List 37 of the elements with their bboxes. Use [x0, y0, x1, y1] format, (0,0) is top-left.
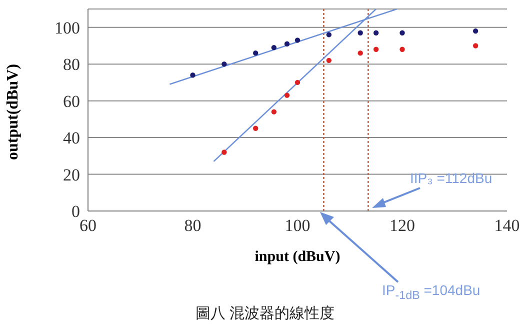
point	[358, 30, 363, 36]
y-axis-title: output(dBuV)	[4, 64, 22, 160]
y-tick-label: 40	[63, 128, 80, 148]
y-tick-label: 100	[54, 18, 80, 38]
x-tick-label: 120	[390, 216, 415, 236]
x-tick-label: 140	[494, 216, 520, 236]
point	[294, 38, 300, 43]
text: 圖八 混波器的線性度	[194, 304, 336, 323]
point	[271, 109, 277, 114]
point	[472, 28, 478, 34]
y-tick-label: 80	[63, 55, 80, 74]
x-tick-label: 100	[284, 216, 310, 236]
point	[400, 30, 405, 36]
point	[222, 61, 227, 67]
point	[358, 50, 363, 56]
point	[326, 32, 332, 38]
y-tick-label: 60	[63, 92, 80, 111]
point	[294, 80, 300, 86]
point	[284, 41, 290, 46]
point	[472, 43, 478, 48]
text: IP$_{-1dB}$ =104dBu	[382, 282, 480, 302]
point	[373, 30, 379, 36]
point	[284, 92, 290, 98]
y-tick-label: 0	[72, 202, 80, 222]
point	[400, 46, 405, 52]
point	[373, 46, 379, 52]
y-tick-label: 20	[63, 165, 80, 184]
point	[326, 58, 332, 64]
x-axis-title: input (dBuV)	[254, 249, 340, 265]
x-tick-label: 60	[80, 216, 96, 236]
point	[271, 44, 277, 50]
point	[222, 150, 227, 155]
annotation: IIP₃ =112dBu	[410, 170, 492, 186]
point	[253, 50, 258, 56]
x-tick-label: 80	[184, 216, 202, 236]
point	[190, 72, 196, 78]
point	[253, 126, 258, 131]
